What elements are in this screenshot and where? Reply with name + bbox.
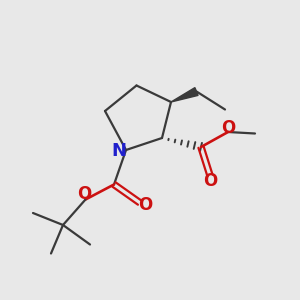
Polygon shape [171, 88, 198, 102]
Text: O: O [221, 119, 236, 137]
Text: O: O [138, 196, 152, 214]
Text: O: O [203, 172, 218, 190]
Text: N: N [111, 142, 126, 160]
Text: O: O [77, 185, 91, 203]
